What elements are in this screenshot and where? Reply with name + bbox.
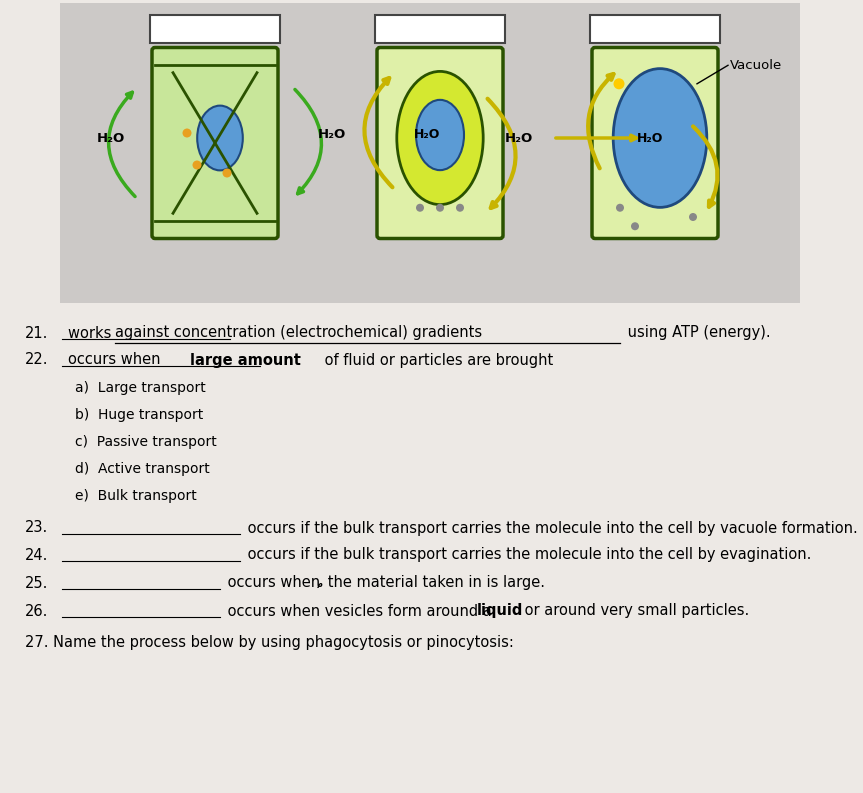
Ellipse shape xyxy=(614,69,707,208)
FancyBboxPatch shape xyxy=(152,48,278,239)
Text: 24.: 24. xyxy=(25,547,48,562)
Text: occurs when vesicles form around a: occurs when vesicles form around a xyxy=(223,603,496,619)
Ellipse shape xyxy=(456,204,464,212)
Ellipse shape xyxy=(416,204,424,212)
FancyBboxPatch shape xyxy=(377,48,503,239)
Text: occurs if the bulk transport carries the molecule into the cell by evagination.: occurs if the bulk transport carries the… xyxy=(243,547,811,562)
Text: c)  Passive transport: c) Passive transport xyxy=(75,435,217,449)
Text: b)  Huge transport: b) Huge transport xyxy=(75,408,204,422)
Ellipse shape xyxy=(616,204,624,212)
Text: H₂O: H₂O xyxy=(97,132,125,144)
Text: d)  Active transport: d) Active transport xyxy=(75,462,210,476)
Text: 25.: 25. xyxy=(25,576,48,591)
Text: or around very small particles.: or around very small particles. xyxy=(520,603,749,619)
Text: Vacuole: Vacuole xyxy=(730,59,782,72)
Ellipse shape xyxy=(397,71,483,205)
Bar xyxy=(60,3,800,303)
Ellipse shape xyxy=(182,128,192,137)
Text: 22.: 22. xyxy=(25,353,48,367)
Ellipse shape xyxy=(436,204,444,212)
Ellipse shape xyxy=(689,213,697,221)
Text: liquid: liquid xyxy=(477,603,523,619)
Text: H₂O: H₂O xyxy=(637,132,664,144)
Ellipse shape xyxy=(198,105,243,170)
Text: 23.: 23. xyxy=(25,520,48,535)
Ellipse shape xyxy=(614,79,625,90)
Bar xyxy=(375,14,505,43)
Ellipse shape xyxy=(416,100,464,170)
Text: of fluid or particles are brought: of fluid or particles are brought xyxy=(320,353,553,367)
Ellipse shape xyxy=(192,160,201,170)
Text: 26.: 26. xyxy=(25,603,48,619)
Text: H₂O: H₂O xyxy=(413,128,440,141)
FancyBboxPatch shape xyxy=(592,48,718,239)
Text: e)  Bulk transport: e) Bulk transport xyxy=(75,489,197,503)
Text: H₂O: H₂O xyxy=(505,132,533,144)
Ellipse shape xyxy=(631,222,639,230)
Bar xyxy=(150,14,280,43)
Text: against concentration (electrochemical) gradients: against concentration (electrochemical) … xyxy=(115,325,482,340)
Text: 21.: 21. xyxy=(25,325,48,340)
Text: a)  Large transport: a) Large transport xyxy=(75,381,205,395)
Text: using ATP (energy).: using ATP (energy). xyxy=(623,325,771,340)
Text: occurs when: occurs when xyxy=(68,353,165,367)
Text: works: works xyxy=(68,325,116,340)
Text: 27. Name the process below by using phagocytosis or pinocytosis:: 27. Name the process below by using phag… xyxy=(25,635,513,650)
Text: large amount: large amount xyxy=(190,353,301,367)
Bar xyxy=(590,14,720,43)
Text: occurs wheȵ the material taken in is large.: occurs wheȵ the material taken in is lar… xyxy=(223,576,545,591)
Ellipse shape xyxy=(223,168,231,178)
Text: H₂O: H₂O xyxy=(318,128,346,141)
Text: occurs if the bulk transport carries the molecule into the cell by vacuole forma: occurs if the bulk transport carries the… xyxy=(243,520,858,535)
